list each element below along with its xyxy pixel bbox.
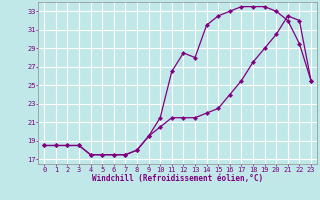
X-axis label: Windchill (Refroidissement éolien,°C): Windchill (Refroidissement éolien,°C) (92, 174, 263, 183)
